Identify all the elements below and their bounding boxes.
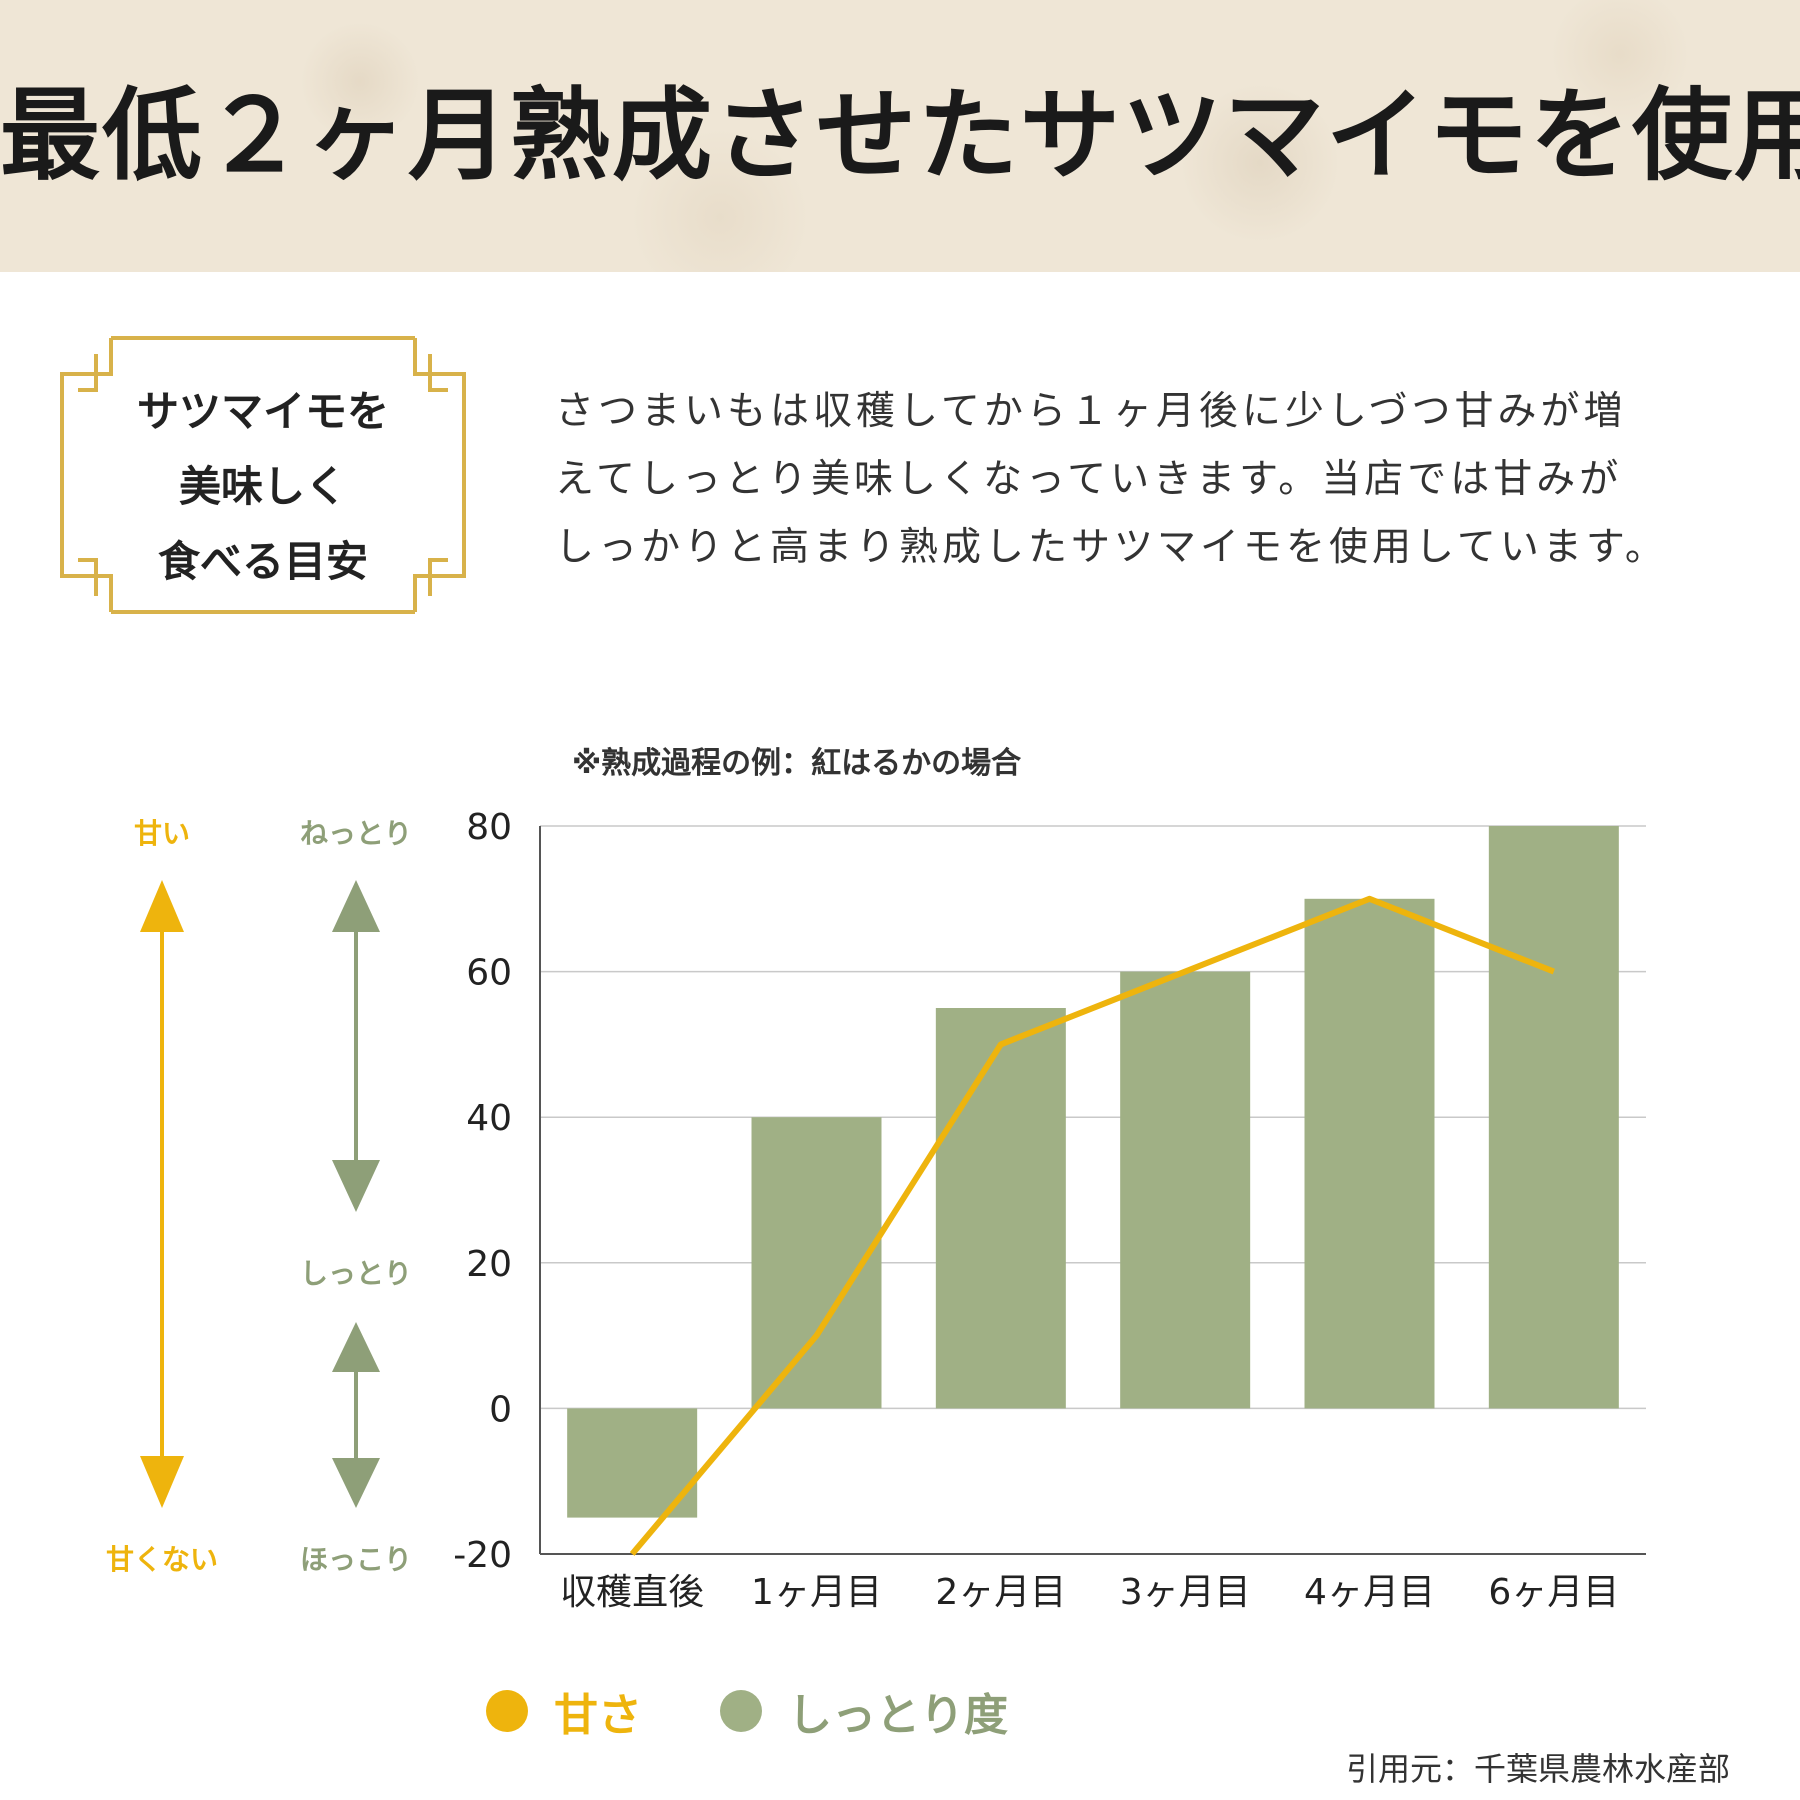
source-citation: 引用元：千葉県農林水産部 — [1345, 1750, 1730, 1788]
legend-moistness-dot — [720, 1690, 762, 1732]
legend-moistness-label: しっとり度 — [788, 1690, 1008, 1741]
y-tick-label: 20 — [466, 1244, 512, 1285]
badge-frame — [60, 336, 466, 614]
x-tick-label: 6ヶ月目 — [1488, 1572, 1619, 1613]
legend-moistness: しっとり度 — [720, 1686, 1008, 1741]
badge-line-1: サツマイモを — [136, 387, 389, 436]
y-tick-label: 80 — [466, 807, 512, 848]
intro-line-2: えてしっとり美味しくなっていきます。当店では甘みが — [555, 457, 1623, 502]
moistness-bar — [1488, 826, 1619, 1409]
sweet-bottom-label: 甘くない — [105, 1543, 218, 1576]
badge-line-3: 食べる目安 — [157, 537, 368, 586]
intro-line-1: さつまいもは収穫してから１ヶ月後に少しづつ甘みが増 — [555, 389, 1627, 434]
moist-lower-scale-arrow — [332, 1322, 380, 1508]
sweet-top-label: 甘い — [133, 817, 190, 850]
header-banner: 最低２ヶ月熟成させたサツマイモを使用 — [0, 0, 1800, 272]
x-tick-label: 2ヶ月目 — [935, 1572, 1066, 1613]
legend-sweetness-dot — [486, 1690, 528, 1732]
legend-sweetness: 甘さ — [486, 1686, 642, 1741]
moistness-bar — [1120, 971, 1251, 1409]
x-tick-label: 1ヶ月目 — [751, 1572, 882, 1613]
chart-title: ※熟成過程の例：紅はるかの場合 — [572, 746, 1022, 781]
y-tick-label: -20 — [453, 1535, 512, 1576]
moist-mid-label: しっとり — [299, 1257, 412, 1290]
intro-text: さつまいもは収穫してから１ヶ月後に少しづつ甘みが増 えてしっとり美味しくなってい… — [555, 378, 1735, 582]
x-tick-label: 収穫直後 — [560, 1572, 704, 1613]
sweetness-line — [629, 895, 1555, 1556]
badge-line-2: 美味しく — [178, 462, 347, 511]
legend-sweetness-label: 甘さ — [554, 1690, 642, 1741]
moistness-bar — [1304, 898, 1435, 1409]
moist-upper-scale-arrow — [332, 880, 380, 1212]
y-tick-label: 40 — [466, 1098, 512, 1139]
moistness-bar — [935, 1008, 1066, 1409]
moist-bottom-label: ほっこり — [299, 1543, 412, 1576]
page-title: 最低２ヶ月熟成させたサツマイモを使用 — [0, 76, 1800, 194]
moist-top-label: ねっとり — [299, 817, 412, 850]
y-tick-label: 60 — [466, 953, 512, 994]
x-tick-label: 4ヶ月目 — [1304, 1572, 1435, 1613]
guide-badge: サツマイモを 美味しく 食べる目安 — [58, 334, 468, 616]
sweetness-scale-arrow — [140, 880, 184, 1508]
x-tick-label: 3ヶ月目 — [1120, 1572, 1251, 1613]
intro-line-3: しっかりと高まり熟成したサツマイモを使用しています。 — [555, 525, 1668, 570]
y-tick-label: 0 — [489, 1389, 512, 1430]
